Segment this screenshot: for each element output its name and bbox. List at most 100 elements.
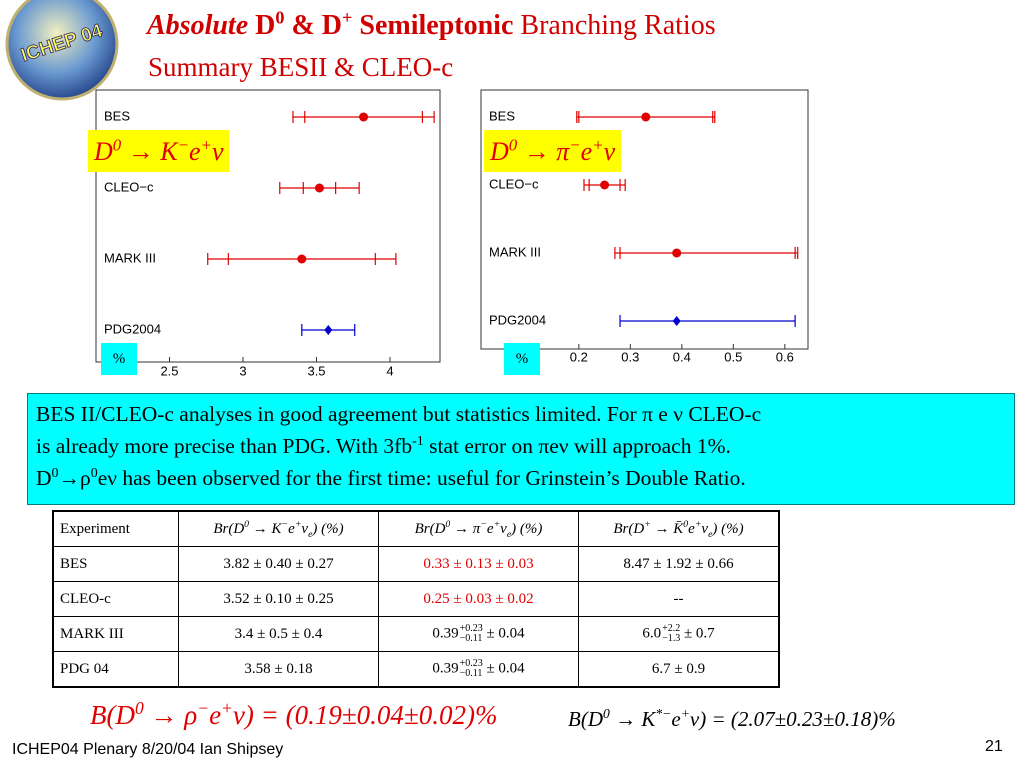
category-label: MARK III [104, 250, 156, 265]
minus-error: −0.11 [459, 633, 483, 644]
minus-error: −1.3 [662, 633, 681, 644]
table-row: MARK III 3.4 ± 0.5 ± 0.4 0.39 +0.23 −0.11 ± … [52, 616, 780, 652]
data-point [672, 248, 682, 258]
text-part: e [188, 137, 201, 166]
text-part: ν) = (2.07±0.23±0.18)% [689, 707, 896, 731]
text-part: BES II/CLEO-c analyses in good agreement… [36, 402, 762, 426]
plot-frame [95, 89, 441, 363]
summary-box: BES II/CLEO-c analyses in good agreement… [27, 393, 1015, 505]
superscript: − [197, 698, 210, 718]
category-label: CLEO−c [489, 176, 539, 191]
data-point [672, 316, 681, 326]
superscript: + [493, 518, 501, 530]
superscript: + [221, 698, 233, 718]
text-part: ν [603, 137, 616, 166]
text-part: e [688, 520, 695, 537]
text-part: e [486, 520, 494, 537]
category-label: MARK III [489, 244, 541, 259]
superscript: + [592, 135, 604, 155]
text-part: → K [609, 707, 656, 731]
plot-frame [480, 89, 809, 350]
summary-line: is already more precise than PDG. With 3… [36, 430, 1006, 462]
superscript: -1 [412, 433, 424, 449]
superscript: 0 [90, 465, 98, 481]
text-part: ν [500, 520, 507, 537]
superscript: − [177, 135, 189, 155]
cell-rest: ± 0.7 [680, 625, 715, 642]
summary-line: BES II/CLEO-c analyses in good agreement… [36, 398, 1006, 430]
superscript: + [680, 706, 690, 721]
subscript: e [308, 528, 313, 540]
table-row: BES 3.82 ± 0.40 ± 0.27 0.33 ± 0.13 ± 0.03 8… [52, 546, 780, 582]
table-header-row: Experiment Br(D0 → K−e+νe) (%) Br(D0 → π−e… [52, 510, 780, 547]
text-part: eν has been observed for the first time:… [97, 466, 746, 490]
header-cell: Br(D+ → K̄0e+νe) (%) [578, 510, 780, 547]
title-part: & D [284, 10, 343, 41]
cell-rest: ± 0.04 [482, 660, 525, 677]
text-part: D [94, 137, 113, 166]
data-point [600, 180, 610, 190]
plus-error: +0.23 [459, 623, 483, 634]
formula: B(D0 → K*−e+ν) = (2.07±0.23±0.18)% [568, 707, 896, 732]
table-cell: 6.7 ± 0.9 [578, 651, 780, 688]
superscript: + [294, 518, 302, 530]
cell-value: 0.39 [432, 625, 459, 642]
results-table: Experiment Br(D0 → K−e+νe) (%) Br(D0 → π−e… [52, 510, 780, 688]
minus-error: −0.11 [459, 668, 483, 679]
unit-label: % [101, 343, 137, 375]
superscript: 0 [244, 518, 250, 530]
category-label: CLEO−c [104, 179, 154, 194]
text-part: ν) = (0.19±0.04±0.02)% [232, 700, 498, 730]
asym-error: +2.2 −1.3 [662, 624, 680, 644]
title-part: + [342, 7, 353, 28]
header-cell: Br(D0 → K−e+νe) (%) [178, 510, 379, 547]
table-cell: 6.0 +2.2 −1.3 ± 0.7 [578, 616, 780, 652]
unit-label: % [504, 343, 540, 375]
x-tick-label: 0.3 [621, 349, 639, 364]
subtitle: Summary BESII & CLEO-c [148, 52, 454, 82]
text-part: → ρ [143, 700, 198, 730]
title-part: Absolute [147, 10, 249, 41]
superscript: *− [655, 706, 672, 721]
text-part: e [288, 520, 295, 537]
asym-error: +0.23 −0.11 [460, 624, 483, 644]
table-cell: 3.4 ± 0.5 ± 0.4 [178, 616, 379, 652]
plus-error: +0.23 [459, 658, 483, 669]
subscript: e [708, 528, 713, 540]
text-part: D [490, 137, 509, 166]
footer: ICHEP04 Plenary 8/20/04 Ian Shipsey [12, 741, 284, 758]
table-cell: 0.39 +0.23 −0.11 ± 0.04 [378, 651, 579, 688]
data-point [297, 254, 307, 264]
page-number: 21 [985, 738, 1003, 755]
summary-line: D0→ρ0eν has been observed for the first … [36, 462, 1006, 494]
table-cell: 3.52 ± 0.10 ± 0.25 [178, 581, 379, 617]
text-part: B(D [90, 700, 135, 730]
data-point [324, 325, 333, 335]
header-cell: Br(D0 → π−e+νe) (%) [378, 510, 579, 547]
cell-rest: ± 0.04 [482, 625, 525, 642]
superscript: 0 [134, 698, 144, 718]
title-part: Branching Ratios [513, 10, 716, 41]
superscript: − [569, 135, 581, 155]
x-tick-label: 3 [239, 363, 246, 378]
title: Absolute D0 & D+ Semileptonic Branching … [147, 7, 716, 42]
data-point [641, 112, 651, 122]
text-part: ) (%) [511, 520, 543, 537]
text-part: e [209, 700, 222, 730]
superscript: + [694, 518, 702, 530]
cell-value: 0.39 [432, 660, 459, 677]
text-part: → K [249, 520, 282, 537]
text-part: → K̄ [650, 520, 684, 537]
table-row: CLEO-c 3.52 ± 0.10 ± 0.25 0.25 ± 0.03 ± 0.… [52, 581, 780, 617]
x-tick-label: 0.2 [570, 349, 588, 364]
table-row: PDG 04 3.58 ± 0.18 0.39 +0.23 −0.11 ± 0.04 6.… [52, 651, 780, 688]
text-part: → K [121, 137, 178, 166]
x-tick-label: 0.4 [673, 349, 691, 364]
x-tick-label: 2.5 [160, 363, 178, 378]
plus-error: +2.2 [662, 623, 681, 634]
table-cell: 8.47 ± 1.92 ± 0.66 [578, 546, 780, 582]
text-part: e [671, 707, 681, 731]
header-cell: Experiment [52, 510, 179, 547]
